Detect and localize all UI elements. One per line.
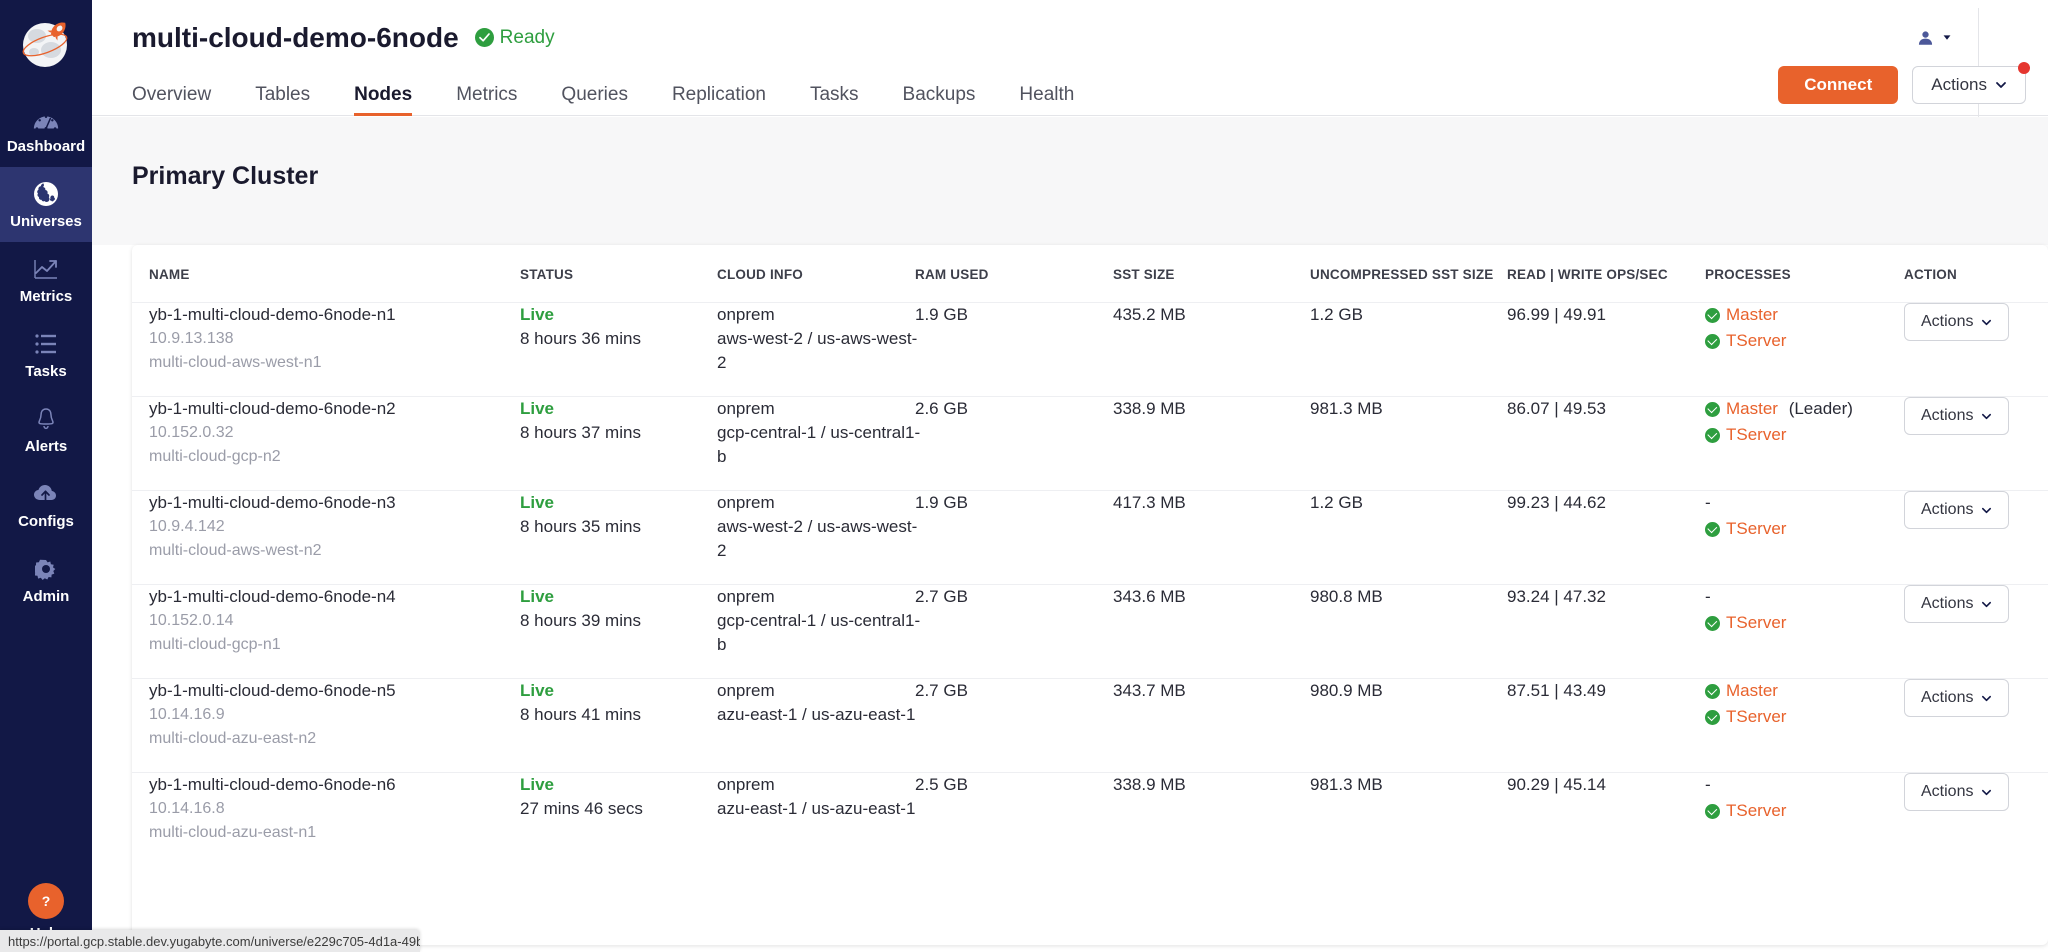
svg-text:?: ? — [42, 893, 51, 909]
